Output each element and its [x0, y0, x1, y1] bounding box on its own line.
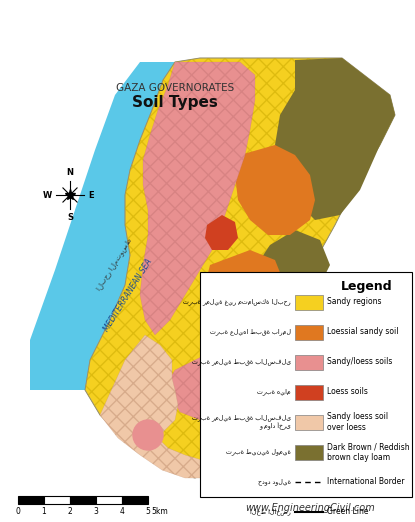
Polygon shape — [260, 230, 330, 295]
Polygon shape — [30, 62, 175, 390]
Text: حدود دولية: حدود دولية — [258, 479, 291, 485]
Text: Loessial sandy soil: Loessial sandy soil — [327, 327, 398, 337]
Text: W: W — [43, 191, 52, 199]
Text: Sandy/loess soils: Sandy/loess soils — [327, 358, 392, 366]
Bar — [295, 294, 323, 310]
Text: تربة رملية غير متماسكة البحر: تربة رملية غير متماسكة البحر — [183, 299, 291, 305]
Text: 1: 1 — [42, 507, 46, 516]
Text: 3: 3 — [93, 507, 98, 516]
Text: Green Line: Green Line — [327, 507, 369, 516]
Text: MEDITERRANEAN SEA: MEDITERRANEAN SEA — [102, 257, 154, 333]
Text: Legend: Legend — [340, 280, 392, 293]
Bar — [295, 385, 323, 399]
Bar — [44, 496, 70, 504]
Text: تربة هيام: تربة هيام — [257, 388, 291, 395]
Text: البحر المتوسط: البحر المتوسط — [96, 238, 134, 292]
Bar — [70, 496, 96, 504]
Text: 5km: 5km — [151, 507, 168, 516]
Text: N: N — [66, 168, 73, 177]
Polygon shape — [85, 58, 395, 478]
Polygon shape — [275, 58, 395, 220]
Polygon shape — [222, 330, 260, 368]
Text: www.EngineeringCivil.com: www.EngineeringCivil.com — [245, 503, 375, 513]
Bar — [18, 496, 44, 504]
Bar — [122, 496, 148, 504]
Text: International Border: International Border — [327, 478, 405, 487]
Text: تربة عليها طبقة بارمل: تربة عليها طبقة بارمل — [210, 329, 291, 336]
Text: 0: 0 — [16, 507, 20, 516]
Polygon shape — [170, 355, 238, 420]
Text: Sandy loess soil
over loess: Sandy loess soil over loess — [327, 412, 388, 432]
Polygon shape — [100, 335, 215, 478]
Text: E: E — [88, 191, 94, 199]
Text: الخط الأخضر: الخط الأخضر — [250, 508, 291, 516]
Polygon shape — [205, 215, 238, 250]
Bar — [295, 325, 323, 339]
Text: تربة رملية طبقة بالسفلى
و مواد أخرى: تربة رملية طبقة بالسفلى و مواد أخرى — [192, 414, 291, 430]
Polygon shape — [203, 250, 285, 328]
Text: تربة رملية طبقة بالسفلى: تربة رملية طبقة بالسفلى — [192, 359, 291, 365]
Bar — [200, 272, 412, 497]
Polygon shape — [235, 145, 315, 235]
Text: Sandy regions: Sandy regions — [327, 298, 381, 306]
Bar — [295, 445, 323, 459]
Bar — [295, 414, 323, 430]
Text: 5: 5 — [146, 507, 151, 516]
Bar — [295, 354, 323, 370]
Text: S: S — [67, 213, 73, 222]
Text: تربة طينية لومية: تربة طينية لومية — [226, 448, 291, 455]
Text: Dark Brown / Reddish
brown clay loam: Dark Brown / Reddish brown clay loam — [327, 442, 410, 461]
Bar — [96, 496, 122, 504]
Text: 4: 4 — [120, 507, 124, 516]
Circle shape — [133, 420, 163, 450]
Polygon shape — [140, 62, 255, 335]
Text: Soil Types: Soil Types — [132, 96, 218, 111]
Text: GAZA GOVERNORATES: GAZA GOVERNORATES — [116, 83, 234, 93]
Text: 2: 2 — [68, 507, 72, 516]
Text: Loess soils: Loess soils — [327, 387, 368, 397]
